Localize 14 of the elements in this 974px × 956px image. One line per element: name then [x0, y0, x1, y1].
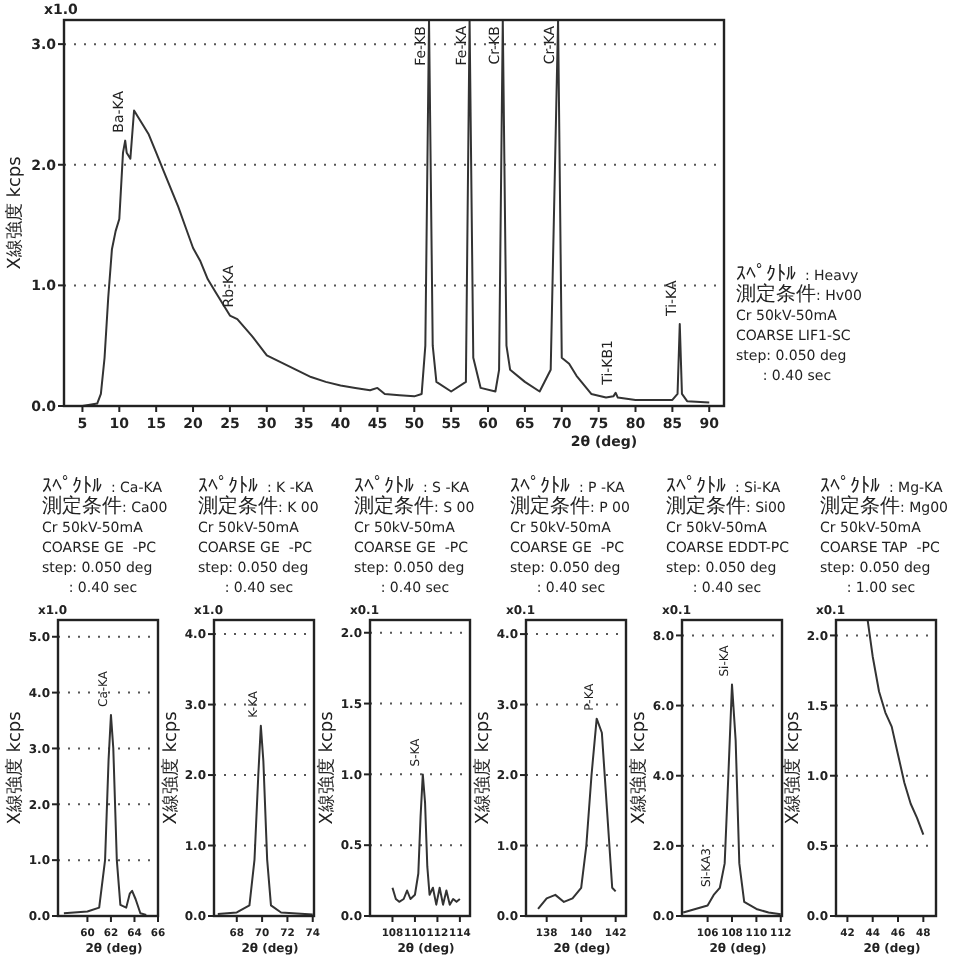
line-series — [682, 683, 782, 916]
line-series — [62, 713, 148, 916]
y-axis-title: X線強度 kcps — [782, 710, 804, 825]
y-axis-title: X線強度 kcps — [160, 710, 182, 825]
y-axis-title: X線強度 kcps — [472, 710, 494, 825]
line-series — [81, 20, 711, 406]
line-series — [216, 724, 314, 916]
y-axis-title: X線強度 kcps — [4, 155, 26, 270]
y-axis-title: X線強度 kcps — [628, 710, 650, 825]
line-series — [391, 773, 461, 906]
y-axis-title: X線強度 kcps — [316, 710, 338, 825]
y-axis-title: X線強度 kcps — [4, 710, 26, 825]
line-series — [537, 717, 617, 910]
line-series — [866, 620, 925, 836]
